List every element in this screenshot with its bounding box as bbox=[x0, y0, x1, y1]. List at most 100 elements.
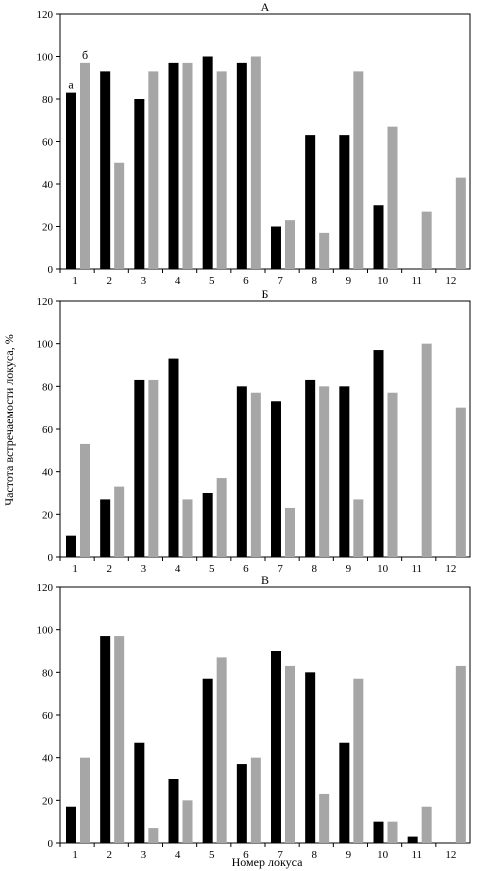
bar-b-locus-2 bbox=[114, 486, 125, 557]
bar-a-locus-3 bbox=[134, 379, 145, 557]
bar-b-locus-8 bbox=[319, 386, 330, 557]
bar-b-locus-6 bbox=[250, 392, 261, 557]
series-label-b: б bbox=[82, 48, 88, 62]
x-tick-label: 3 bbox=[141, 849, 147, 861]
bar-b-locus-3 bbox=[148, 828, 159, 843]
bar-a-locus-8 bbox=[305, 672, 316, 843]
bar-b-locus-9 bbox=[353, 71, 364, 269]
x-tick-label: 6 bbox=[243, 849, 249, 861]
x-tick-label: 3 bbox=[141, 275, 147, 287]
bar-b-locus-3 bbox=[148, 379, 159, 557]
bar-b-locus-5 bbox=[216, 657, 227, 843]
x-tick-label: 11 bbox=[411, 563, 422, 575]
x-tick-label: 9 bbox=[346, 563, 352, 575]
y-tick-label: 80 bbox=[42, 381, 54, 393]
x-tick-label: 9 bbox=[346, 275, 352, 287]
chart-title: Б bbox=[262, 287, 269, 301]
x-tick-label: 12 bbox=[445, 563, 456, 575]
bar-a-locus-7 bbox=[271, 226, 281, 269]
x-axis-label: Номер локуса bbox=[232, 855, 303, 869]
x-tick-label: 2 bbox=[107, 849, 113, 861]
bar-a-locus-6 bbox=[236, 764, 247, 843]
x-tick-label: 11 bbox=[411, 275, 422, 287]
x-tick-label: 1 bbox=[72, 275, 78, 287]
x-tick-label: 6 bbox=[243, 275, 249, 287]
bar-a-locus-1 bbox=[66, 535, 76, 557]
bar-b-locus-9 bbox=[353, 499, 364, 557]
bar-b-locus-10 bbox=[387, 126, 398, 269]
bar-b-locus-4 bbox=[182, 499, 193, 557]
bar-b-locus-9 bbox=[353, 678, 364, 843]
bar-a-locus-8 bbox=[305, 135, 316, 269]
bar-a-locus-3 bbox=[134, 742, 145, 843]
y-tick-label: 120 bbox=[37, 582, 54, 594]
x-tick-label: 6 bbox=[243, 563, 249, 575]
bar-b-locus-5 bbox=[216, 478, 227, 557]
x-tick-label: 12 bbox=[445, 275, 456, 287]
y-tick-label: 20 bbox=[42, 222, 54, 234]
x-tick-label: 10 bbox=[377, 849, 389, 861]
bar-a-locus-7 bbox=[271, 651, 281, 843]
bar-a-locus-11 bbox=[407, 836, 418, 843]
x-tick-label: 4 bbox=[175, 275, 181, 287]
bar-b-locus-1 bbox=[80, 443, 90, 557]
y-tick-label: 40 bbox=[42, 753, 54, 765]
bar-a-locus-10 bbox=[373, 350, 384, 557]
bar-b-locus-7 bbox=[285, 665, 295, 843]
bar-b-locus-5 bbox=[216, 71, 227, 269]
x-tick-label: 3 bbox=[141, 563, 147, 575]
y-tick-label: 0 bbox=[48, 552, 54, 564]
bar-b-locus-10 bbox=[387, 821, 398, 843]
bar-b-locus-12 bbox=[455, 665, 466, 843]
x-tick-label: 8 bbox=[312, 849, 318, 861]
bar-a-locus-4 bbox=[168, 62, 179, 269]
x-tick-label: 5 bbox=[209, 275, 215, 287]
bar-a-locus-6 bbox=[236, 386, 247, 557]
bar-a-locus-2 bbox=[100, 636, 111, 843]
x-tick-label: 5 bbox=[209, 563, 215, 575]
series-label-a: а bbox=[68, 78, 74, 92]
bar-a-locus-10 bbox=[373, 205, 384, 269]
y-tick-label: 40 bbox=[42, 467, 54, 479]
y-tick-label: 20 bbox=[42, 795, 54, 807]
bar-a-locus-9 bbox=[339, 386, 350, 557]
y-tick-label: 0 bbox=[48, 838, 54, 850]
bar-a-locus-7 bbox=[271, 401, 281, 557]
bar-b-locus-2 bbox=[114, 162, 125, 269]
y-tick-label: 100 bbox=[37, 339, 54, 351]
bar-a-locus-2 bbox=[100, 499, 111, 557]
y-tick-label: 120 bbox=[37, 296, 54, 308]
bar-b-locus-3 bbox=[148, 71, 159, 269]
bar-b-locus-1 bbox=[80, 757, 90, 843]
bar-b-locus-8 bbox=[319, 793, 330, 843]
bar-b-locus-2 bbox=[114, 636, 125, 843]
bar-b-locus-10 bbox=[387, 392, 398, 557]
chart-title: А bbox=[261, 0, 270, 14]
bar-b-locus-8 bbox=[319, 232, 330, 269]
y-tick-label: 40 bbox=[42, 179, 54, 191]
x-tick-label: 7 bbox=[277, 563, 283, 575]
chart-title: В bbox=[261, 573, 269, 587]
bar-b-locus-11 bbox=[421, 806, 432, 843]
bar-a-locus-5 bbox=[202, 678, 213, 843]
y-tick-label: 120 bbox=[37, 9, 54, 21]
y-tick-label: 0 bbox=[48, 264, 54, 276]
y-axis-label-wrap: Частота встречаемости локуса, % bbox=[0, 300, 20, 540]
bar-a-locus-6 bbox=[236, 62, 247, 269]
x-tick-label: 4 bbox=[175, 563, 181, 575]
x-tick-label: 10 bbox=[377, 563, 389, 575]
y-tick-label: 20 bbox=[42, 509, 54, 521]
bar-a-locus-8 bbox=[305, 379, 316, 557]
bar-b-locus-7 bbox=[285, 507, 295, 557]
x-tick-label: 2 bbox=[107, 275, 113, 287]
bar-b-locus-12 bbox=[455, 177, 466, 269]
x-tick-label: 2 bbox=[107, 563, 113, 575]
y-tick-label: 100 bbox=[37, 625, 54, 637]
bar-b-locus-7 bbox=[285, 220, 295, 269]
bar-a-locus-4 bbox=[168, 358, 179, 557]
bar-a-locus-2 bbox=[100, 71, 111, 269]
bar-a-locus-3 bbox=[134, 99, 145, 269]
